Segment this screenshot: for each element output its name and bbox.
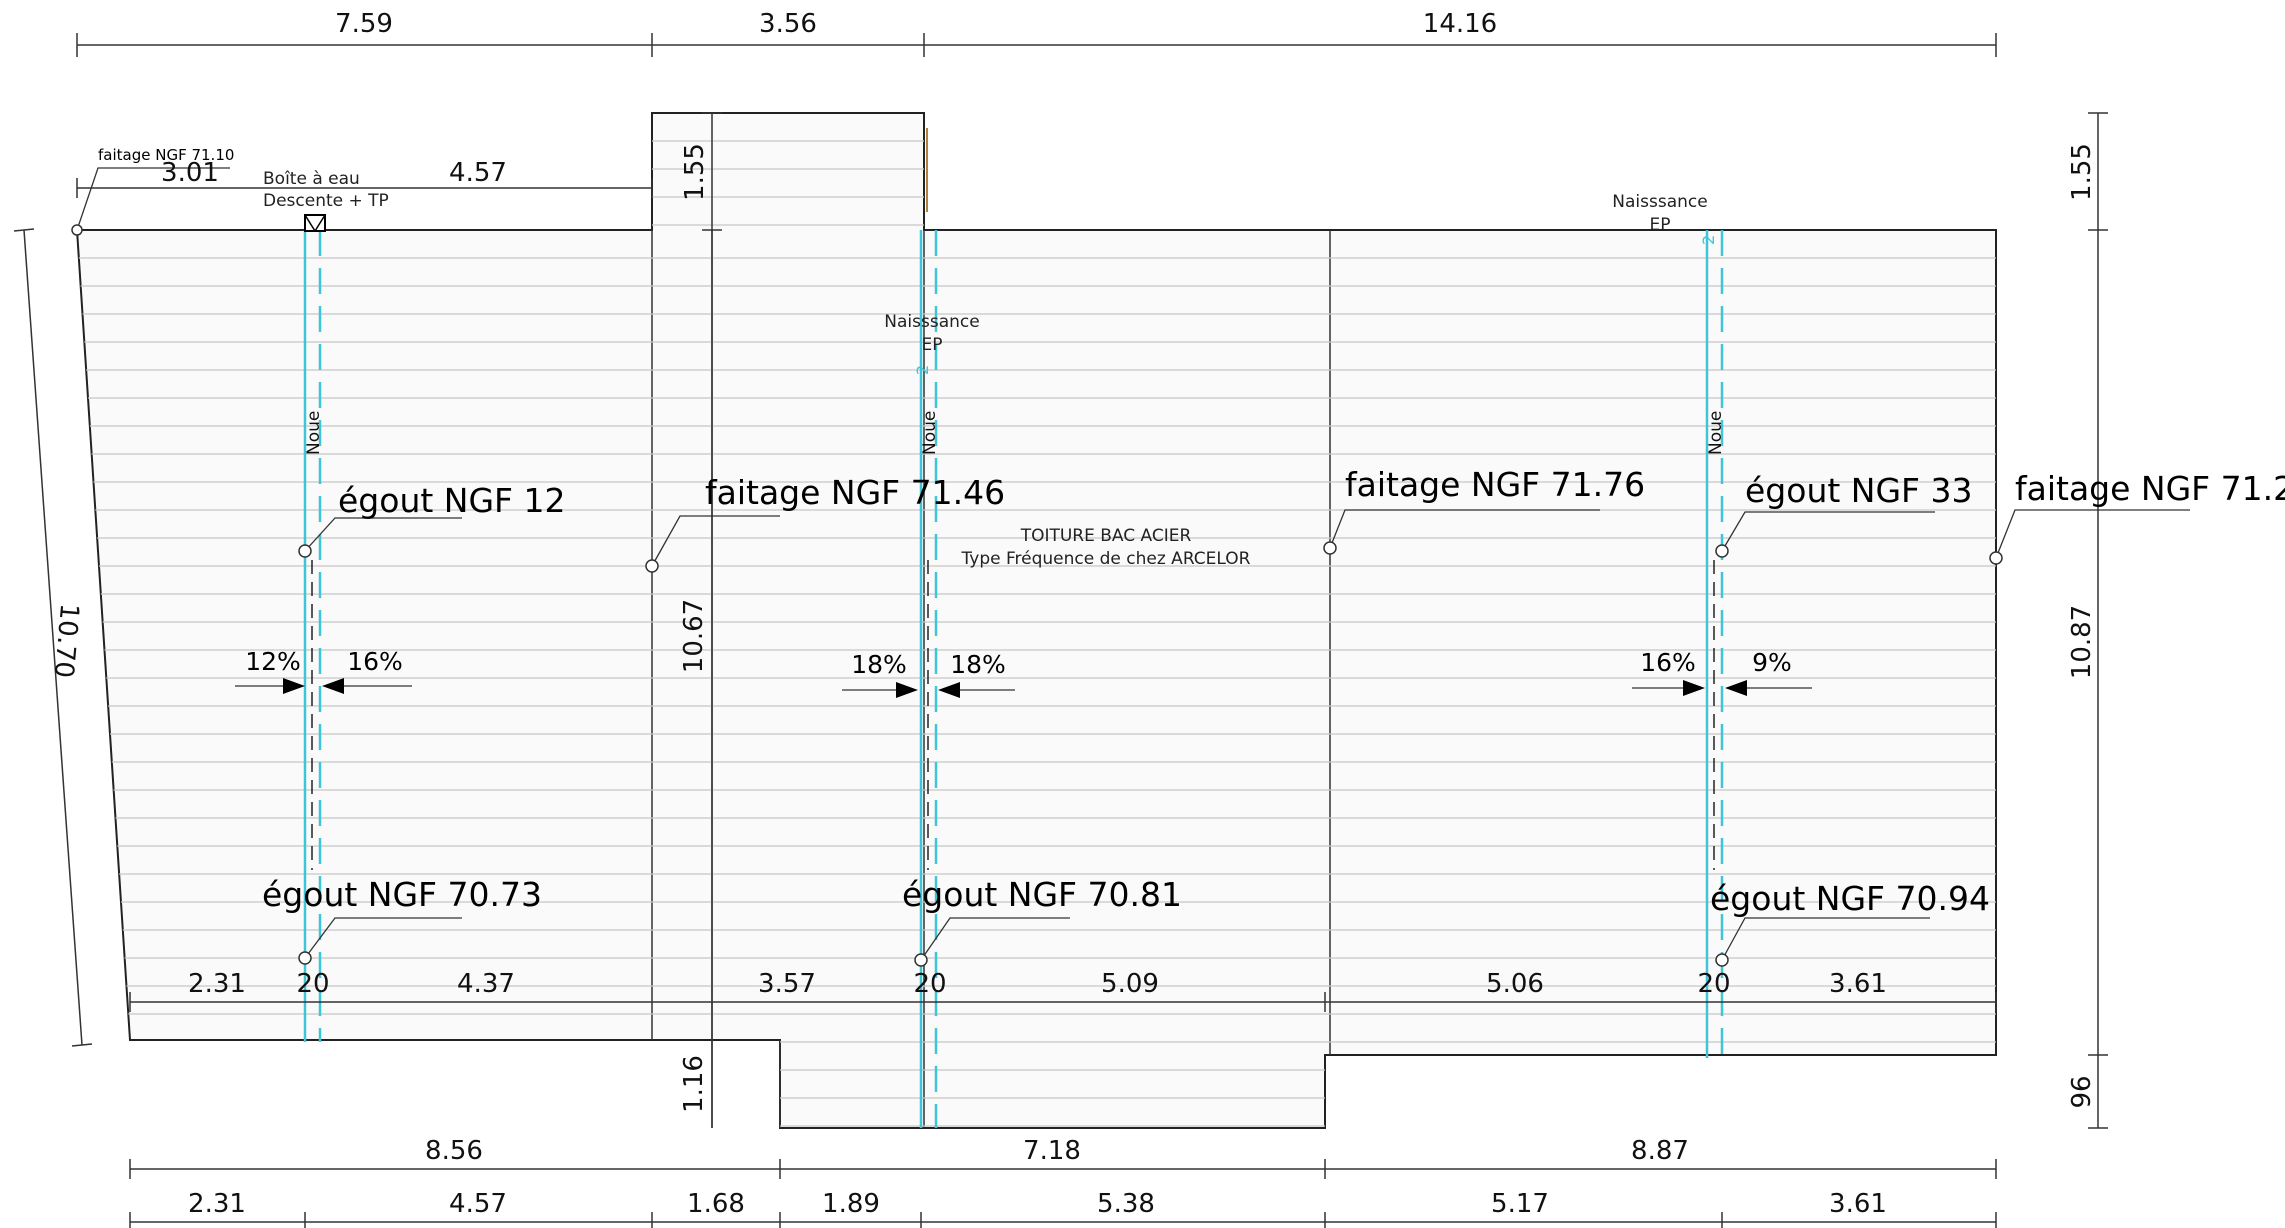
dim-right-top: 1.55 [2067,143,2097,201]
naissance-1-line2: EP [922,335,943,355]
faitage-7176-label: faitage NGF 71.76 [1345,465,1645,504]
faitage-7126-label: faitage NGF 71.26 [2015,469,2285,508]
dim-right-height: 10.87 [2067,605,2097,679]
egout-7094-label: égout NGF 70.94 [1710,879,1990,918]
dim-inner-6: 5.09 [1101,969,1159,999]
dim-bottom2-5: 5.38 [1097,1189,1155,1219]
slope-noue2-right: 18% [950,650,1006,679]
dim-top-1: 7.59 [335,9,393,39]
dim-tower-height: 1.55 [680,143,710,201]
egout-12-label: égout NGF 12 [338,481,566,520]
dim-left-height: 10.70 [48,602,84,679]
dim-roof-top-1: 3.01 [161,158,219,188]
boite-label-2: Descente + TP [263,191,389,211]
slope-noue3-right: 9% [1752,648,1792,677]
toiture-label-1: TOITURE BAC ACIER [1020,526,1192,546]
egout-33-label: égout NGF 33 [1745,471,1973,510]
dim-inner-4: 3.57 [758,969,816,999]
naissance-2-line2: EP [1650,215,1671,235]
noue-label-3: Noue [1706,411,1726,455]
noue-label-1: Noue [304,411,324,455]
toiture-label-2: Type Fréquence de chez ARCELOR [961,549,1251,569]
svg-text:2: 2 [913,365,932,375]
faitage-7146-label: faitage NGF 71.46 [705,473,1005,512]
dim-notch-height: 1.16 [679,1055,709,1113]
egout-7081-label: égout NGF 70.81 [902,875,1182,914]
dim-top-2: 3.56 [759,9,817,39]
dim-inner-1: 2.31 [188,969,246,999]
boite-a-eau-symbol [304,214,326,232]
boite-label-1: Boîte à eau [263,169,360,189]
roof-sheeting-hatch [78,140,1996,1127]
dim-bottom1-1: 8.56 [425,1136,483,1166]
dim-top-3: 14.16 [1423,9,1497,39]
dim-bottom2-3: 1.68 [687,1189,745,1219]
dim-inner-5: 20 [913,969,946,999]
leader-lines [71,167,2190,967]
slope-noue1-right: 16% [347,647,403,676]
slope-noue2-left: 18% [851,650,907,679]
slope-arrows [235,678,1812,698]
dim-inner-9: 3.61 [1829,969,1887,999]
dim-inner-7: 5.06 [1486,969,1544,999]
dim-right-bottom: 96 [2067,1075,2097,1108]
noue-lines: 2 2 [303,230,1724,1128]
naissance-2-line1: Naisssance [1612,192,1707,212]
dim-roof-top-2: 4.57 [449,158,507,188]
dim-inner-8: 20 [1697,969,1730,999]
dim-bottom1-2: 7.18 [1023,1136,1081,1166]
dim-bottom1-3: 8.87 [1631,1136,1689,1166]
dim-bottom2-2: 4.57 [449,1189,507,1219]
dim-bottom2-6: 5.17 [1491,1189,1549,1219]
svg-text:2: 2 [1699,235,1718,245]
faitage-corner-label: faitage NGF 71.10 [98,146,234,164]
naissance-1-line1: Naisssance [884,312,979,332]
dimension-lines [13,33,2108,1228]
slope-noue3-left: 16% [1640,648,1696,677]
annotations: faitage NGF 71.10 Boîte à eau Descente +… [98,146,2285,918]
dim-bottom2-1: 2.31 [188,1189,246,1219]
dim-bottom2-4: 1.89 [822,1189,880,1219]
dim-bottom2-7: 3.61 [1829,1189,1887,1219]
dim-inner-2: 20 [296,969,329,999]
noue-label-2: Noue [920,411,940,455]
egout-7073-label: égout NGF 70.73 [262,875,542,914]
dim-inner-3: 4.37 [457,969,515,999]
dim-mid-height: 10.67 [679,599,709,673]
dimension-texts: 7.59 3.56 14.16 3.01 4.57 1.55 1.55 10.7… [48,9,2097,1219]
slope-noue1-left: 12% [245,647,301,676]
